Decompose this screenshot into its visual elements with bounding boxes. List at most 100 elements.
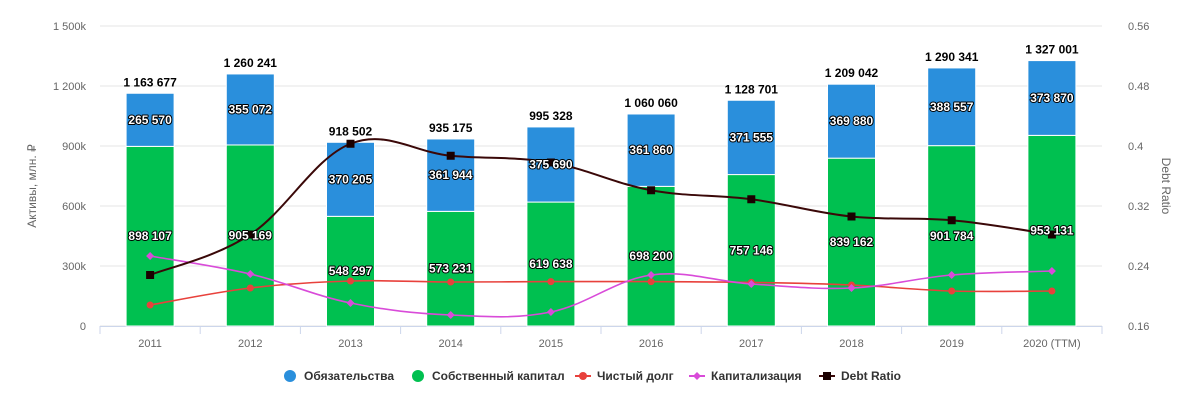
bar-total-label: 935 175	[429, 121, 473, 135]
bar-value-label: 369 880	[830, 114, 874, 128]
y-axis-right-title: Debt Ratio	[1159, 158, 1173, 215]
y-axis-left-title: Активы, млн. ₽	[25, 144, 39, 228]
bar-segment	[526, 201, 576, 327]
bar-segment	[827, 157, 876, 327]
bar-value-label: 361 944	[429, 168, 473, 182]
x-tick-label: 2019	[939, 338, 963, 350]
bar-segment	[927, 67, 977, 147]
debt-ratio-point	[246, 230, 255, 239]
bar-value-label: 355 072	[229, 102, 273, 116]
legend-item[interactable]: Обязательства	[284, 369, 394, 383]
x-tick-label: 2011	[138, 338, 162, 350]
x-tick-label: 2018	[839, 338, 863, 350]
bar-value-label: 619 638	[529, 257, 573, 271]
bar-segment	[426, 210, 476, 327]
bar-segment	[125, 92, 175, 147]
y2-tick-label: 0.56	[1128, 21, 1149, 33]
capitalization-point	[446, 311, 455, 319]
y-tick-label: 300k	[62, 261, 86, 273]
debt-ratio-line	[149, 138, 1053, 276]
bar-segment	[827, 83, 876, 159]
net-debt-point	[948, 287, 956, 295]
bar-value-label: 898 107	[128, 229, 172, 243]
line-series	[146, 138, 1056, 319]
bar-value-label: 548 297	[329, 264, 373, 278]
debt-ratio-point	[546, 158, 555, 167]
capitalization-point	[647, 271, 656, 279]
debt-ratio-point	[146, 271, 155, 279]
bar-value-label: 388 557	[930, 100, 974, 114]
y2-tick-label: 0.48	[1128, 81, 1149, 93]
net-debt-point	[647, 278, 655, 286]
net-debt-point	[447, 278, 455, 286]
y2-tick-label: 0.16	[1128, 321, 1149, 333]
capitalization-point	[546, 308, 555, 316]
x-tick-label: 2012	[238, 338, 262, 350]
debt-ratio-point	[1047, 230, 1056, 239]
legend-item[interactable]: Чистый долг	[575, 369, 674, 383]
x-tick-label: 2015	[539, 338, 563, 350]
bar-segment	[626, 185, 676, 327]
legend-item[interactable]: Капитализация	[689, 369, 802, 383]
legend-symbol	[693, 372, 701, 380]
bar-value-label: 953 131	[1030, 224, 1074, 238]
bar-total-label: 1 209 042	[825, 66, 879, 80]
bar-total-label: 918 502	[329, 124, 373, 138]
bar-total-label: 1 327 001	[1025, 43, 1079, 57]
capitalization-point	[146, 252, 155, 260]
y-tick-label: 600k	[62, 201, 86, 213]
bar-value-label: 265 570	[128, 113, 172, 127]
debt-ratio-point	[847, 212, 856, 221]
bar-segment	[726, 99, 776, 176]
bar-total-label: 1 260 241	[224, 56, 278, 70]
net-debt-point	[347, 277, 354, 285]
debt-ratio-point	[647, 186, 656, 195]
legend[interactable]: Обязательства Собственный капитал Чистый д…	[284, 369, 901, 383]
legend-label: Обязательства	[304, 369, 394, 383]
y2-tick-label: 0.4	[1128, 141, 1143, 153]
legend-label: Чистый долг	[597, 369, 674, 383]
y-tick-label: 1 500k	[53, 21, 87, 33]
y-axis-left: 0 300k 600k 900k 1 200k 1 500k	[53, 21, 87, 333]
debt-ratio-point	[947, 216, 956, 225]
bar-segment	[125, 145, 175, 327]
bar-segment	[225, 73, 275, 146]
bar-value-label: 839 162	[830, 235, 874, 249]
capitalization-point	[1047, 267, 1056, 275]
legend-label: Собственный капитал	[432, 369, 565, 383]
y-tick-label: 900k	[62, 141, 86, 153]
y-tick-label: 0	[80, 321, 86, 333]
x-axis: 2011 2012 2013 2014 2015 2016 2017 2018 2019 2020…	[99, 326, 1103, 350]
legend-label: Debt Ratio	[841, 369, 901, 383]
net-debt-point	[1048, 287, 1056, 295]
bar-value-label: 371 555	[730, 130, 774, 144]
bar-total-label: 1 128 701	[725, 82, 779, 96]
net-debt-point	[246, 284, 254, 292]
legend-item[interactable]: Собственный капитал	[412, 369, 565, 383]
bar-value-label: 361 860	[629, 143, 673, 157]
legend-item[interactable]: Debt Ratio	[819, 369, 901, 383]
x-tick-label: 2014	[438, 338, 462, 350]
bar-value-label: 370 205	[329, 172, 373, 186]
capitalization-point	[947, 271, 956, 279]
legend-symbol	[823, 372, 831, 380]
y2-tick-label: 0.32	[1128, 201, 1149, 213]
net-debt-line	[149, 279, 1052, 306]
bar-value-label: 373 870	[1030, 91, 1074, 105]
bar-total-label: 1 290 341	[925, 50, 979, 64]
bar-value-label: 905 169	[229, 228, 273, 242]
bar-total-label: 1 163 677	[123, 75, 177, 89]
y-tick-label: 1 200k	[53, 81, 87, 93]
net-debt-point	[146, 301, 154, 309]
legend-label: Капитализация	[711, 369, 802, 383]
debt-ratio-point	[747, 195, 756, 204]
bar-segment	[426, 138, 476, 212]
debt-ratio-point	[446, 151, 455, 160]
bar-value-label: 573 231	[429, 262, 473, 276]
segment-labels: 898 107 265 570 905 169 355 072 548 297 370 2…	[127, 90, 1075, 279]
legend-symbol	[284, 370, 296, 382]
legend-symbol	[412, 370, 424, 382]
bar-segment	[326, 215, 375, 327]
debt-ratio-point	[346, 139, 355, 148]
